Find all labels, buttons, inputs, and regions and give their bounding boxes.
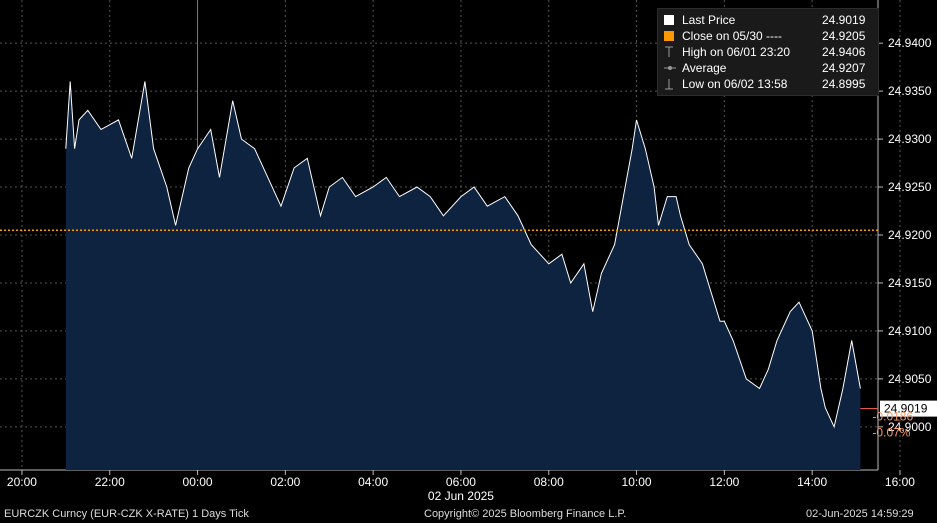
x-tick-label: 22:00 [95,475,125,489]
x-tick-label: 14:00 [797,475,827,489]
y-tick-label: 24.9250 [888,180,932,194]
change-pct-label: -0.07% [872,426,910,440]
x-tick-label: 10:00 [622,475,652,489]
footer-copyright: Copyright© 2025 Bloomberg Finance L.P. [424,508,627,520]
x-date-label: 02 Jun 2025 [428,489,494,503]
x-tick-label: 00:00 [183,475,213,489]
y-tick-label: 24.9150 [888,276,932,290]
chart-legend: Last Price 24.9019 Close on 05/30 ---- 2… [657,8,879,96]
x-tick-label: 16:00 [885,475,915,489]
x-tick-label: 02:00 [270,475,300,489]
series-line-last-price [65,81,861,429]
x-tick-label: 04:00 [358,475,388,489]
footer-timestamp: 02-Jun-2025 14:59:29 [806,508,914,520]
last-price-label: 24.9019 [884,402,928,416]
average-marker-icon [664,66,676,70]
low-marker-icon [665,79,673,90]
x-tick-label: 06:00 [446,475,476,489]
footer-ticker: EURCZK Curncy (EUR-CZK X-RATE) 1 Days Ti… [4,508,249,520]
change-abs-label: -0.0186 [872,410,913,424]
x-tick-label: 08:00 [534,475,564,489]
y-tick-label: 24.9300 [888,132,932,146]
square-icon [664,31,674,41]
x-tick-label: 12:00 [709,475,739,489]
high-marker-icon [665,46,673,57]
y-tick-label: 24.9050 [888,372,932,386]
price-chart: 24.9000 24.9050 24.9100 24.9150 24.9200 24.92… [0,0,937,503]
footer-bar: EURCZK Curncy (EUR-CZK X-RATE) 1 Days Ti… [0,506,937,523]
y-tick-label: 24.9350 [888,84,932,98]
series-area-last-price [65,81,861,470]
y-tick-label: 24.9000 [888,420,932,434]
square-icon [664,15,674,25]
y-tick-label: 24.9100 [888,324,932,338]
last-price-box [880,400,937,417]
y-tick-label: 24.9400 [888,36,932,50]
y-tick-label: 24.9200 [888,228,932,242]
x-tick-label: 20:00 [7,475,37,489]
